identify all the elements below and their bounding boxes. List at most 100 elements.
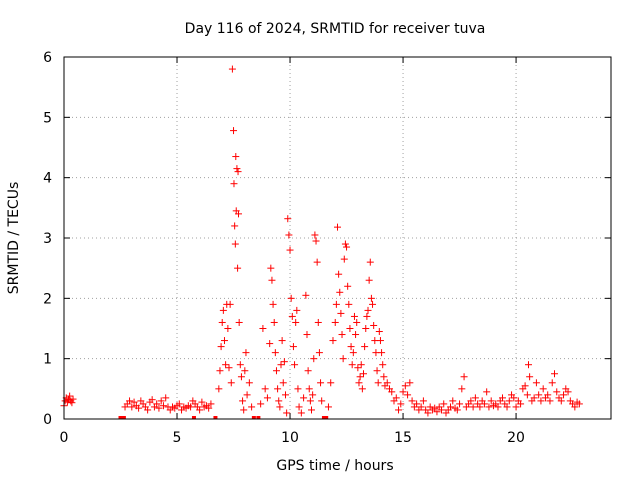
data-point — [417, 403, 425, 411]
data-point — [289, 343, 297, 351]
data-point — [408, 397, 416, 405]
data-point — [235, 318, 243, 326]
data-point — [226, 300, 234, 308]
data-point — [397, 400, 405, 408]
data-point — [302, 291, 310, 299]
data-point — [324, 416, 329, 419]
data-point — [191, 416, 196, 419]
data-point — [66, 392, 74, 400]
data-point — [359, 370, 367, 378]
data-point — [404, 391, 412, 399]
y-tick-label: 0 — [43, 412, 52, 428]
data-point — [539, 385, 547, 393]
data-point — [485, 403, 493, 411]
data-point — [358, 385, 366, 393]
data-point — [523, 391, 531, 399]
data-point — [338, 331, 346, 339]
data-point — [346, 325, 354, 332]
data-point — [453, 406, 461, 414]
data-point — [374, 379, 382, 387]
data-point — [324, 403, 332, 411]
data-point — [433, 408, 441, 416]
data-point — [476, 403, 484, 411]
data-point — [354, 364, 362, 372]
data-point — [480, 400, 488, 408]
data-point — [510, 394, 518, 402]
data-point — [365, 276, 373, 284]
data-point — [424, 409, 432, 417]
data-point — [383, 379, 391, 387]
data-point — [222, 361, 230, 369]
data-point — [348, 361, 356, 369]
data-point — [431, 404, 439, 412]
data-point — [300, 394, 308, 402]
data-point — [487, 397, 495, 405]
data-point — [121, 416, 126, 419]
data-point — [196, 406, 204, 414]
y-tick-label: 3 — [43, 231, 52, 247]
data-point — [259, 325, 267, 332]
data-point — [337, 309, 345, 317]
data-point — [399, 388, 407, 396]
x-tick-label: 5 — [173, 430, 182, 446]
data-point — [159, 402, 167, 410]
data-point — [535, 391, 543, 399]
data-point — [343, 243, 351, 251]
chart-title: Day 116 of 2024, SRMTID for receiver tuv… — [185, 21, 486, 37]
x-tick-label: 10 — [281, 430, 299, 446]
data-point — [471, 394, 479, 402]
data-point — [205, 404, 213, 412]
data-point — [245, 379, 253, 387]
data-point — [311, 231, 319, 239]
data-point — [294, 385, 302, 393]
data-point — [278, 337, 286, 345]
data-point — [380, 373, 388, 381]
data-point — [237, 373, 245, 381]
data-point — [315, 349, 323, 357]
data-point — [355, 379, 363, 387]
data-point — [317, 379, 325, 387]
data-point — [282, 391, 290, 399]
data-point — [544, 391, 552, 399]
data-point — [456, 400, 464, 408]
grid-lines — [64, 57, 611, 419]
data-point — [269, 300, 277, 308]
plot-frame — [63, 56, 612, 420]
data-point — [379, 361, 387, 369]
data-point — [207, 400, 215, 408]
y-tick-label: 4 — [43, 171, 52, 187]
data-point — [373, 367, 381, 375]
data-point — [130, 398, 138, 406]
data-point — [483, 388, 491, 396]
data-point — [267, 264, 275, 272]
data-point — [362, 325, 370, 332]
data-point — [353, 318, 361, 326]
data-point — [175, 400, 183, 408]
data-point — [68, 399, 76, 407]
y-tick-label: 2 — [43, 291, 52, 307]
data-point — [571, 403, 579, 411]
data-point — [224, 325, 232, 332]
data-point — [263, 394, 271, 402]
data-point — [357, 361, 365, 369]
data-point — [293, 306, 301, 314]
data-point — [363, 312, 371, 320]
data-point — [494, 403, 502, 411]
data-point — [220, 337, 228, 345]
data-point — [231, 240, 239, 248]
data-point — [361, 343, 369, 351]
data-point — [295, 403, 303, 411]
data-point — [280, 358, 288, 366]
data-point — [215, 385, 223, 393]
data-point — [352, 331, 360, 339]
data-point — [230, 180, 238, 188]
data-point — [560, 391, 568, 399]
data-point — [261, 385, 269, 393]
data-point — [270, 318, 278, 326]
data-point — [440, 400, 448, 408]
data-point — [198, 398, 206, 406]
data-point — [230, 127, 238, 135]
data-point — [291, 361, 299, 369]
y-axis-label: SRMTID / TECUs — [6, 182, 22, 295]
x-tick-label: 20 — [507, 430, 525, 446]
